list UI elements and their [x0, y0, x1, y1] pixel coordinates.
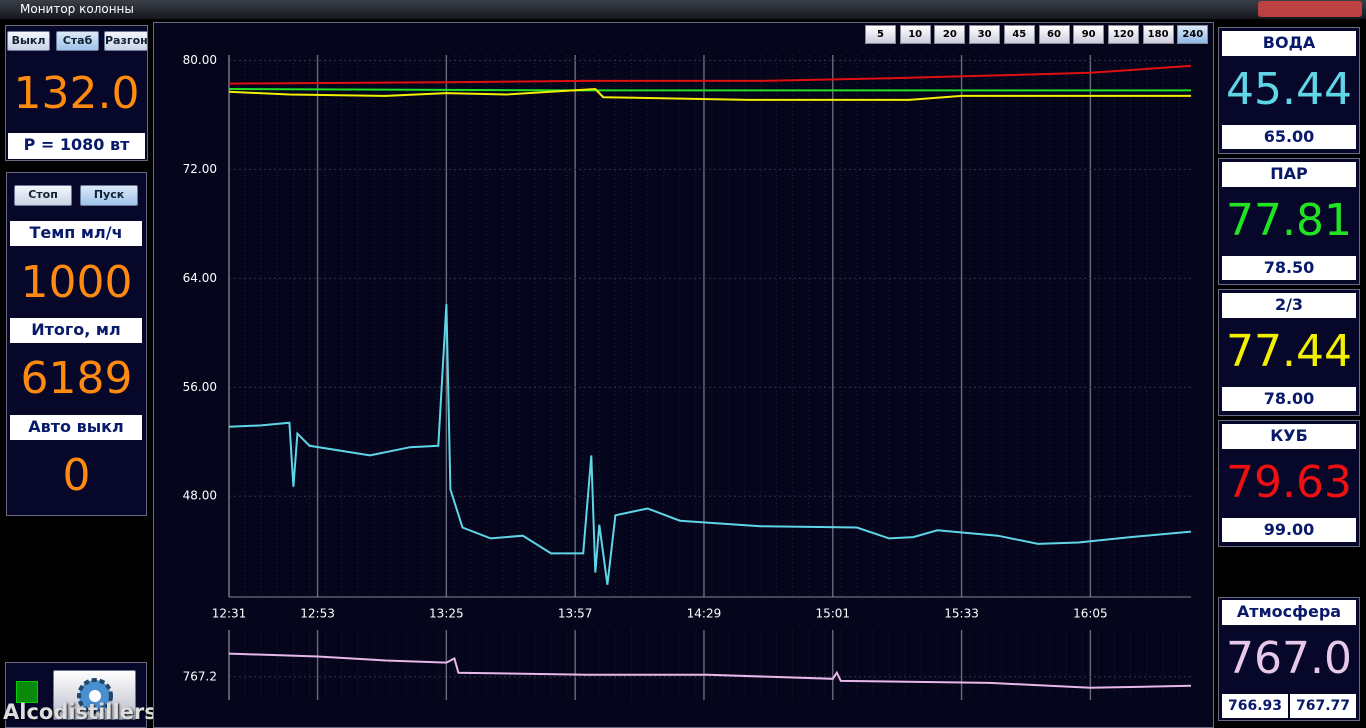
range-button[interactable]: 90 — [1073, 25, 1105, 44]
series-line — [228, 87, 1191, 101]
range-button[interactable]: 20 — [934, 25, 966, 44]
pump-button[interactable]: Пуск — [80, 185, 138, 206]
settings-button[interactable] — [53, 670, 136, 720]
range-button[interactable]: 120 — [1107, 25, 1139, 44]
mode-button[interactable]: Стаб — [56, 31, 99, 51]
x-tick-label: 15:33 — [944, 607, 979, 621]
rate-value: 1000 — [20, 257, 133, 308]
series-line — [228, 304, 1192, 585]
series-line — [228, 88, 1191, 92]
auto-label: Авто выкл — [10, 415, 142, 440]
sensor-setpoint: 78.00 — [1222, 387, 1356, 411]
x-tick-label: 16:05 — [1073, 607, 1108, 621]
x-tick-label: 12:53 — [300, 607, 335, 621]
mode-button[interactable]: Разгон — [104, 31, 148, 51]
gear-icon — [77, 678, 113, 714]
y-tick-label: 48.00 — [183, 489, 217, 503]
series-line — [228, 652, 1192, 689]
range-button[interactable]: 10 — [899, 25, 931, 44]
power-label: P = 1080 вт — [8, 133, 145, 159]
sensor-label: КУБ — [1222, 424, 1356, 449]
range-button[interactable]: 30 — [969, 25, 1001, 44]
x-tick-label: 14:29 — [687, 607, 722, 621]
chart-panel — [153, 22, 1214, 728]
mode-button[interactable]: Выкл — [7, 31, 50, 51]
sensor-value: 79.63 — [1226, 457, 1352, 508]
atmosphere-value: 767.0 — [1226, 633, 1352, 684]
sensor-label: ПАР — [1222, 162, 1356, 187]
total-value: 6189 — [20, 353, 133, 404]
range-button[interactable]: 45 — [1003, 25, 1035, 44]
range-button[interactable]: 5 — [865, 25, 896, 44]
y-tick-label: 767.2 — [183, 669, 217, 683]
sensor-setpoint: 65.00 — [1222, 125, 1356, 149]
atmosphere-max: 767.77 — [1290, 694, 1356, 718]
sensor-label: 2/3 — [1222, 293, 1356, 318]
sensor-value: 77.81 — [1226, 195, 1352, 246]
status-led — [16, 681, 38, 703]
sensor-value: 77.44 — [1226, 326, 1352, 377]
auto-value: 0 — [62, 450, 91, 501]
sensor-value: 45.44 — [1226, 64, 1352, 115]
atmosphere-label: Атмосфера — [1222, 600, 1356, 625]
window-controls[interactable] — [1258, 1, 1362, 17]
y-tick-label: 64.00 — [183, 271, 217, 285]
range-button[interactable]: 180 — [1142, 25, 1174, 44]
y-tick-label: 56.00 — [183, 380, 217, 394]
total-label: Итого, мл — [10, 318, 142, 343]
atmosphere-min: 766.93 — [1222, 694, 1288, 718]
sensor-label: ВОДА — [1222, 31, 1356, 56]
x-tick-label: 15:01 — [815, 607, 850, 621]
series-line — [228, 64, 1192, 85]
range-button[interactable]: 240 — [1177, 25, 1209, 44]
pump-button[interactable]: Стоп — [14, 185, 72, 206]
y-tick-label: 80.00 — [183, 53, 217, 67]
x-tick-label: 13:25 — [429, 607, 464, 621]
rate-label: Темп мл/ч — [10, 221, 142, 246]
sensor-setpoint: 99.00 — [1222, 518, 1356, 542]
range-button[interactable]: 60 — [1038, 25, 1070, 44]
x-tick-label: 13:57 — [558, 607, 593, 621]
y-tick-label: 72.00 — [183, 162, 217, 176]
sensor-setpoint: 78.50 — [1222, 256, 1356, 280]
title-bar: Монитор колонны — [0, 0, 1366, 19]
x-tick-label: 12:31 — [212, 607, 247, 621]
temperature-value: 132.0 — [13, 68, 140, 119]
